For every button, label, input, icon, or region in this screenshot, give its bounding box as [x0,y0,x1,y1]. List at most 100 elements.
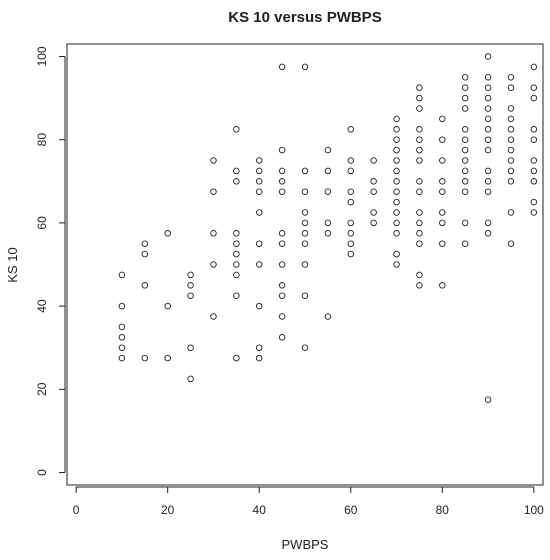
y-tick-label: 20 [35,382,49,396]
data-point [439,282,446,289]
data-point [507,84,515,91]
x-tick-label: 0 [73,503,80,517]
data-point [141,354,149,362]
data-point [347,167,355,175]
data-point [393,219,400,227]
data-point [416,240,423,247]
data-point [461,178,469,185]
data-point [530,157,538,164]
data-point [301,188,309,195]
data-point [507,167,515,175]
data-point [461,84,469,91]
data-point [301,63,309,71]
data-point [347,230,355,237]
x-tick-label: 100 [524,503,544,517]
data-point [507,115,515,123]
data-point [187,271,194,279]
data-point [461,219,469,227]
data-point [461,94,469,102]
data-point [233,250,240,258]
plot-frame [66,43,544,486]
data-point [393,157,400,164]
data-point [210,313,217,320]
data-point [187,344,194,351]
data-point [324,219,332,227]
data-point [233,230,240,237]
data-point [393,188,400,195]
data-point [393,136,400,143]
data-point [393,178,400,185]
data-points [118,53,538,403]
data-point [393,230,400,237]
data-point [255,240,263,247]
data-point [118,334,126,341]
data-point [324,313,332,320]
data-point [118,271,126,279]
data-point [233,126,240,133]
data-point [530,136,538,143]
chart-title: KS 10 versus PWBPS [228,9,381,26]
data-point [416,219,423,227]
data-point [255,178,263,185]
data-point [461,136,469,143]
data-point [255,302,263,310]
data-point [484,178,492,185]
data-point [118,344,126,351]
data-point [484,84,492,91]
y-tick-label: 0 [35,469,49,476]
data-point [439,178,446,185]
data-point [255,188,263,195]
data-point [278,240,286,247]
data-point [393,146,400,154]
data-point [278,178,286,185]
data-point [507,136,515,143]
data-point [141,282,149,289]
data-point [347,157,355,164]
data-point [416,136,423,143]
data-point [324,230,332,237]
data-point [484,230,492,237]
data-point [507,240,515,247]
data-point [507,105,515,112]
data-point [278,63,286,71]
data-point [370,157,377,164]
data-point [484,396,492,403]
data-point [164,302,171,310]
data-point [484,136,492,143]
data-point [461,105,469,112]
data-point [187,292,194,299]
data-point [484,94,492,102]
data-point [278,282,286,289]
y-tick-label: 80 [35,133,49,147]
data-point [507,157,515,164]
data-point [301,261,309,268]
data-point [530,178,538,185]
data-point [255,167,263,175]
data-point [233,240,240,247]
data-point [118,323,126,331]
data-point [439,157,446,164]
data-point [393,198,400,206]
data-point [233,167,240,175]
data-point [233,354,240,362]
data-point [370,209,377,216]
data-point [461,146,469,154]
data-point [370,178,377,185]
data-point [530,94,538,102]
data-point [347,250,355,258]
data-point [507,126,515,133]
data-point [439,115,446,123]
data-point [324,146,332,154]
y-axis-label: KS 10 [5,247,20,282]
data-point [530,209,538,216]
data-point [301,240,309,247]
data-point [416,105,423,112]
data-point [484,188,492,195]
data-point [416,209,423,216]
x-axis-label: PWBPS [282,537,329,552]
data-point [484,146,492,154]
data-point [530,126,538,133]
data-point [233,271,240,279]
data-point [278,188,286,195]
